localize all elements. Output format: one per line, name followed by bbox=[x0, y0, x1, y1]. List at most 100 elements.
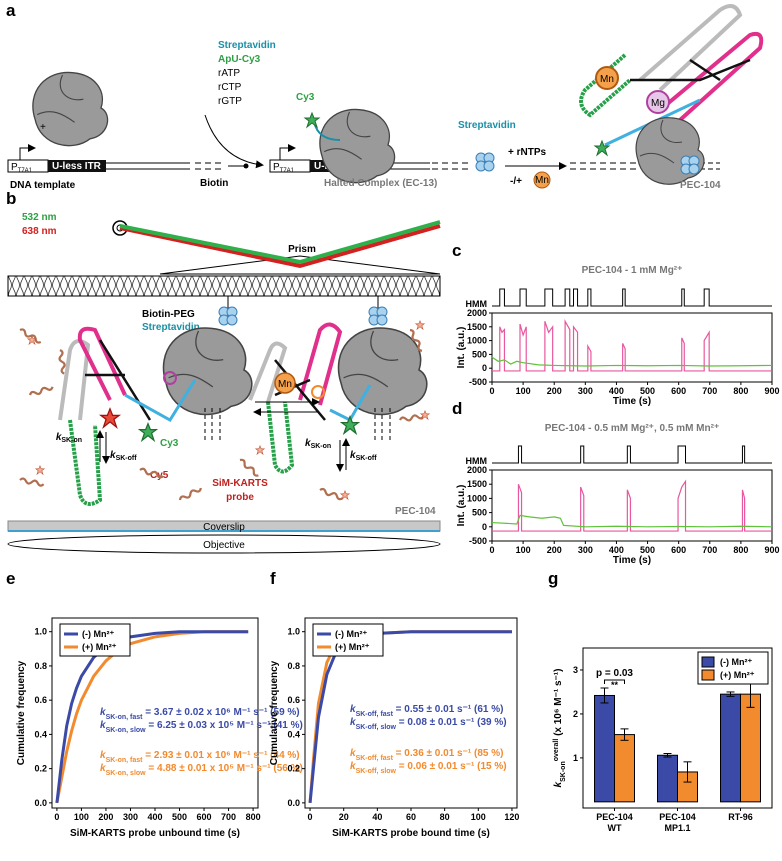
label-part-main: k bbox=[100, 750, 106, 761]
p-value: p = 0.03 bbox=[596, 668, 633, 679]
crossover bbox=[630, 58, 751, 82]
kon-label: kSK-on bbox=[305, 438, 331, 450]
k-subscript: SK-off bbox=[116, 455, 138, 462]
x-tick-label: PEC-104 bbox=[659, 812, 696, 822]
label-part-sub: SK-off, slow bbox=[356, 768, 397, 775]
koff-label: kSK-off bbox=[350, 450, 377, 462]
itr-label: U-less ITR bbox=[52, 161, 102, 172]
k-symbol: k bbox=[350, 450, 356, 461]
y-tick-label: 0.6 bbox=[34, 695, 47, 705]
x-tick-label: 600 bbox=[671, 545, 686, 555]
hmm-label: HMM bbox=[466, 299, 488, 309]
promoter-main: P bbox=[11, 162, 18, 173]
mn-label: Mn bbox=[278, 379, 292, 390]
y-tick-label: 0.4 bbox=[287, 729, 300, 739]
x-tick-label: 100 bbox=[516, 545, 531, 555]
rich-label: kSK-onoverall (x 10⁶ M⁻¹ s⁻¹) bbox=[553, 669, 567, 788]
probe bbox=[177, 485, 203, 503]
mg-label: Mg bbox=[651, 98, 665, 109]
y-tick-label: -500 bbox=[469, 377, 487, 387]
bar bbox=[614, 734, 635, 803]
coverslip-label: Coverslip bbox=[203, 522, 245, 533]
x-tick-label: 40 bbox=[372, 812, 382, 822]
label-part-sub: SK-on, slow bbox=[106, 727, 147, 734]
polymerase bbox=[319, 108, 396, 184]
y-axis-label: Int. (a.u.) bbox=[456, 327, 467, 369]
label-part-sup: overall bbox=[553, 739, 560, 762]
hmm-label: HMM bbox=[466, 456, 488, 466]
bar bbox=[657, 754, 678, 803]
panel-label: e bbox=[6, 569, 15, 588]
x-tick-label: 200 bbox=[98, 812, 113, 822]
streptavidin bbox=[475, 152, 495, 172]
y-tick-label: 2000 bbox=[467, 308, 487, 318]
rich-label: kSK-off, slow = 0.06 ± 0.01 s⁻¹ (15 %) bbox=[350, 761, 507, 775]
x-tick-label: 100 bbox=[74, 812, 89, 822]
label-part-rest: (x 10⁶ M⁻¹ s⁻¹) bbox=[553, 669, 564, 739]
data-line bbox=[491, 514, 773, 528]
y-tick-label: 1000 bbox=[467, 336, 487, 346]
reagent: ApU-Cy3 bbox=[218, 54, 261, 65]
dna-end bbox=[374, 408, 391, 440]
data-line bbox=[492, 479, 772, 532]
x-tick-label: 900 bbox=[764, 545, 779, 555]
y-tick-label: 500 bbox=[472, 349, 487, 359]
legend-swatch bbox=[701, 656, 715, 668]
cy5-label: Cy5 bbox=[150, 470, 169, 481]
cy5-star bbox=[100, 408, 120, 428]
halted-label: Halted Complex (EC-13) bbox=[324, 178, 437, 189]
rna-hairpin bbox=[298, 322, 343, 406]
rna-hairpin bbox=[68, 419, 103, 506]
cy3-star bbox=[304, 112, 320, 128]
reaction-arrow bbox=[204, 114, 264, 169]
y-tick-label: 1000 bbox=[467, 493, 487, 503]
y-tick-label: 0.0 bbox=[287, 798, 300, 808]
cy5-star bbox=[35, 465, 45, 475]
cy5-star bbox=[415, 320, 425, 330]
label-part-main: k bbox=[350, 704, 356, 715]
rna-hairpin bbox=[638, 4, 743, 92]
reagent: Streptavidin bbox=[218, 40, 276, 51]
chart-title: PEC-104 - 0.5 mM Mg²⁺, 0.5 mM Mn²⁺ bbox=[545, 423, 719, 434]
label-part-main: k bbox=[350, 717, 356, 728]
x-tick-label: MP1.1 bbox=[664, 823, 690, 833]
x-tick-label: 20 bbox=[339, 812, 349, 822]
y-tick-label: 2000 bbox=[467, 465, 487, 475]
label-part-main: k bbox=[350, 748, 356, 759]
cy3-star bbox=[341, 416, 359, 434]
y-tick-label: 1.0 bbox=[287, 627, 300, 637]
mn-ion bbox=[595, 66, 619, 90]
y-tick-label: 3 bbox=[573, 665, 578, 675]
k-subscript: SK-on bbox=[61, 437, 82, 444]
promoter-arrow bbox=[279, 144, 296, 160]
y-axis-label: Int. (a.u.) bbox=[456, 485, 467, 527]
y-tick-label: 0.2 bbox=[287, 764, 300, 774]
label-part-rest: = 0.36 ± 0.01 s⁻¹ (85 %) bbox=[393, 748, 504, 759]
panel-a: + PT7A1 U-less ITR DNA template Biotin S… bbox=[7, 4, 764, 191]
plot-frame bbox=[491, 469, 773, 542]
probe-label: SiM-KARTS bbox=[212, 478, 268, 489]
objective-label: Objective bbox=[203, 540, 245, 551]
rna-hairpin bbox=[658, 31, 764, 122]
crossover bbox=[85, 339, 152, 421]
y-tick-label: 0 bbox=[482, 363, 487, 373]
rich-label: kSK-off, fast = 0.36 ± 0.01 s⁻¹ (85 %) bbox=[350, 748, 503, 762]
x-tick-label: 0 bbox=[489, 386, 494, 396]
legend-label: (+) Mn²⁺ bbox=[335, 642, 370, 652]
hmm-trace bbox=[492, 445, 772, 464]
y-tick-label: 0.8 bbox=[287, 661, 300, 671]
probe bbox=[237, 457, 261, 479]
polymerase bbox=[337, 327, 428, 416]
mn-label: Mn bbox=[535, 175, 549, 186]
hmm-trace bbox=[492, 288, 772, 307]
mg-ion bbox=[646, 90, 670, 114]
y-tick-label: 500 bbox=[472, 508, 487, 518]
plot-frame bbox=[491, 312, 773, 383]
koff-label: kSK-off bbox=[110, 450, 137, 462]
legend-label: (-) Mn²⁺ bbox=[335, 629, 367, 639]
rna-hairpin bbox=[266, 401, 295, 474]
label-part-rest: = 0.55 ± 0.01 s⁻¹ (61 %) bbox=[393, 704, 504, 715]
y-tick-label: 0.8 bbox=[34, 661, 47, 671]
rna-hairpin bbox=[579, 53, 632, 118]
rna-hairpin bbox=[248, 341, 288, 403]
